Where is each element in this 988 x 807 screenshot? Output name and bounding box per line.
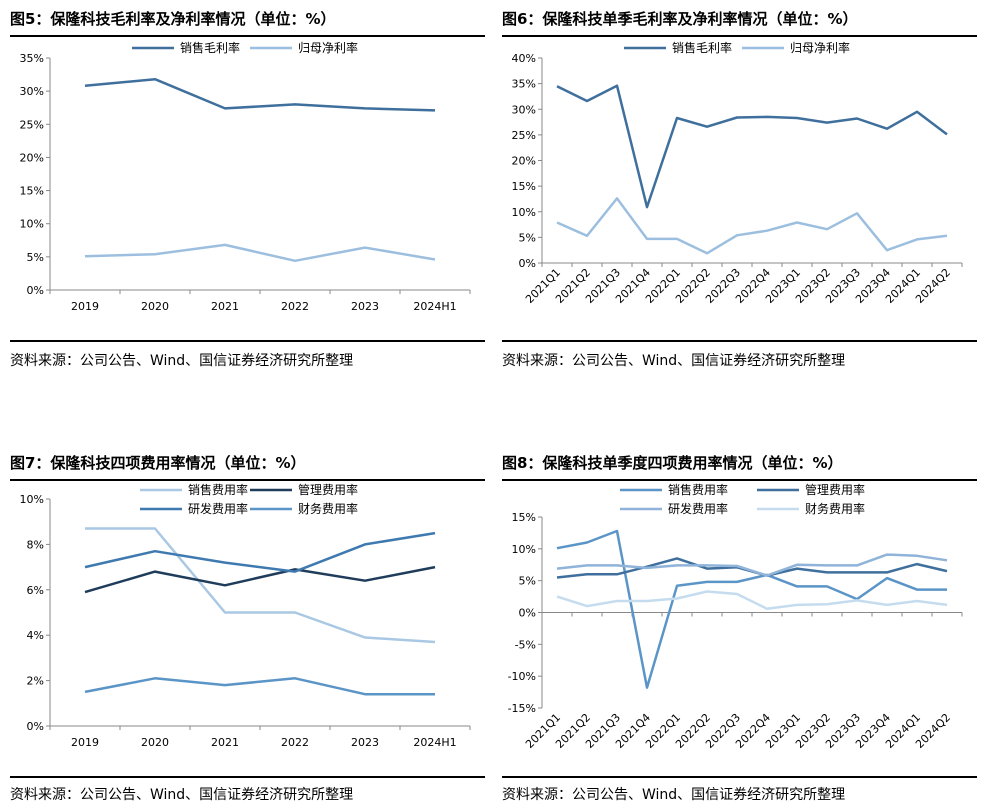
x-tick-label: 2021 [211, 736, 239, 749]
series-line [556, 197, 948, 255]
source-rule [10, 776, 485, 778]
y-tick-label: 5% [27, 251, 44, 264]
y-tick-label: 4% [27, 629, 44, 642]
y-tick-label: 5% [519, 231, 536, 244]
series-line [84, 243, 436, 263]
y-tick-label: 35% [512, 78, 536, 91]
chart-panel-fig6: 图6：保隆科技单季毛利率及净利率情况（单位：%） 0% 5% 10% 15% 20% 25… [502, 8, 977, 373]
chart-panel-fig5: 图5：保隆科技毛利率及净利率情况（单位：%） 0% 5% 10% 15% 20% 25% 3… [10, 8, 485, 373]
y-tick-label: 20% [20, 151, 44, 164]
y-tick-label: 5% [519, 575, 536, 588]
legend-label: 财务费用率 [298, 501, 358, 516]
x-tick-label: 2023 [351, 300, 379, 313]
x-tick-label: 2019 [71, 736, 99, 749]
series-line [84, 77, 436, 112]
y-tick-label: 35% [20, 52, 44, 65]
y-tick-label: 10% [20, 218, 44, 231]
x-tick-label: 2024H1 [413, 300, 456, 313]
title-rule [502, 35, 977, 37]
source-note: 资料来源：公司公告、Wind、国信证券经济研究所整理 [10, 353, 354, 369]
x-tick-label: 2021 [211, 300, 239, 313]
source-note: 资料来源：公司公告、Wind、国信证券经济研究所整理 [10, 787, 354, 803]
chart-title: 图7：保隆科技四项费用率情况（单位：%） [10, 454, 306, 472]
legend-label: 销售毛利率 [180, 40, 240, 55]
chart-panel-fig7: 图7：保隆科技四项费用率情况（单位：%） 0% 2% 4% 6% 8% 10% 2019 20… [10, 452, 485, 804]
legend-label: 管理费用率 [805, 482, 865, 497]
y-tick-label: 10% [512, 206, 536, 219]
chart-svg: 0% 2% 4% 6% 8% 10% 2019 2020 2021 2022 2023 2024H1 销… [20, 482, 471, 749]
legend-label: 归母净利率 [298, 40, 358, 55]
y-tick-label: 0% [519, 607, 536, 620]
chart-title: 图8：保隆科技单季度四项费用率情况（单位：%） [502, 454, 843, 472]
y-tick-label: 30% [20, 85, 44, 98]
chart-title: 图5：保隆科技毛利率及净利率情况（单位：%） [10, 10, 336, 28]
y-tick-label: 15% [512, 511, 536, 524]
y-tick-label: 8% [27, 538, 44, 551]
series-line [556, 84, 948, 209]
legend-label: 研发费用率 [188, 501, 248, 516]
y-tick-label: 0% [519, 257, 536, 270]
y-tick-label: 0% [27, 284, 44, 297]
y-tick-label: -5% [515, 638, 536, 651]
series-line [556, 553, 948, 577]
chart-title: 图6：保隆科技单季毛利率及净利率情况（单位：%） [502, 10, 858, 28]
x-tick-label: 2019 [71, 300, 99, 313]
y-tick-label: 10% [512, 543, 536, 556]
legend-label: 研发费用率 [668, 501, 728, 516]
source-note: 资料来源：公司公告、Wind、国信证券经济研究所整理 [502, 353, 846, 369]
series-line [84, 677, 435, 696]
series-line [556, 529, 947, 689]
y-tick-label: 15% [512, 180, 536, 193]
y-tick-label: -10% [508, 670, 536, 683]
legend-label: 销售费用率 [668, 482, 728, 497]
x-tick-label: 2023 [351, 736, 379, 749]
x-tick-label: 2020 [141, 300, 169, 313]
legend-label: 财务费用率 [805, 501, 865, 516]
legend-label: 归母净利率 [790, 40, 850, 55]
source-note: 资料来源：公司公告、Wind、国信证券经济研究所整理 [502, 787, 846, 803]
series-line [556, 590, 948, 610]
series-line [84, 531, 436, 573]
source-rule [502, 340, 977, 342]
title-rule [10, 35, 485, 37]
y-tick-label: 25% [512, 129, 536, 142]
series-line [556, 557, 948, 579]
source-rule [502, 776, 977, 778]
y-tick-label: 40% [512, 52, 536, 65]
y-tick-label: 20% [512, 155, 536, 168]
y-tick-label: 30% [512, 103, 536, 116]
x-tick-label: 2024H1 [413, 736, 456, 749]
x-tick-label: 2020 [141, 736, 169, 749]
series-line [85, 527, 436, 644]
y-tick-label: 15% [20, 185, 44, 198]
chart-svg: 0%5%10%15%20%25%30%35%40%2021Q12021Q2202… [512, 40, 963, 306]
x-tick-label: 2022 [281, 300, 309, 313]
legend-label: 销售毛利率 [672, 40, 732, 55]
title-rule [502, 479, 977, 481]
series-line [84, 565, 436, 594]
y-tick-label: 10% [20, 493, 44, 506]
y-tick-label: 2% [27, 675, 44, 688]
source-rule [10, 340, 485, 342]
chart-svg: -15%-10%-5%0%5%10%15%2021Q12021Q22021Q32… [508, 482, 963, 751]
y-tick-label: 6% [27, 584, 44, 597]
legend-label: 销售费用率 [188, 482, 248, 497]
chart-svg: 0% 5% 10% 15% 20% 25% 30% 35% 2019 2020 2021 2022 20… [20, 40, 471, 313]
y-tick-label: 25% [20, 118, 44, 131]
legend-label: 管理费用率 [298, 482, 358, 497]
title-rule [10, 479, 485, 481]
y-tick-label: -15% [508, 702, 536, 715]
y-tick-label: 0% [27, 720, 44, 733]
chart-panel-fig8: 图8：保隆科技单季度四项费用率情况（单位：%） -15% -10% -5% 0% 5% 1… [502, 452, 977, 804]
x-tick-label: 2022 [281, 736, 309, 749]
